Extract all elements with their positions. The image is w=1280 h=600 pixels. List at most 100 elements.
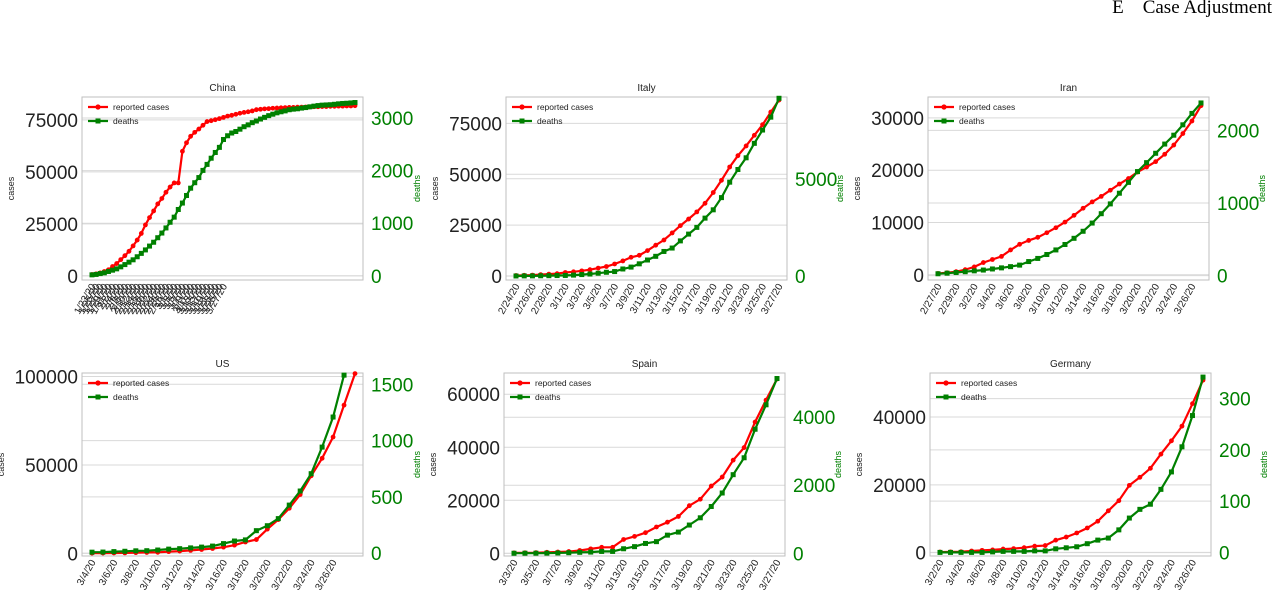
deaths-point <box>969 549 975 555</box>
deaths-point <box>554 273 560 279</box>
deaths-point <box>979 549 985 555</box>
cases-point <box>1080 205 1086 211</box>
chart-panel-iran: Iran 0 10000 20000 30000 0 1000 2000 cases deaths… <box>852 83 1267 316</box>
plot-frame <box>503 372 786 557</box>
y-tick-right: 200 <box>1219 441 1251 462</box>
deaths-point <box>242 537 248 543</box>
legend-deaths-label: deaths <box>537 116 563 126</box>
y-tick-left: 30000 <box>871 109 924 130</box>
y-tick-left: 50000 <box>25 456 78 477</box>
cases-point <box>587 267 593 273</box>
cases-point <box>1035 234 1041 240</box>
deaths-point <box>971 268 977 274</box>
cases-point <box>727 164 733 170</box>
cases-point <box>1098 193 1104 199</box>
cases-point <box>1026 238 1032 243</box>
deaths-point <box>286 502 292 508</box>
cases-point <box>122 253 128 259</box>
legend-deaths-marker <box>95 118 101 124</box>
deaths-point <box>521 273 527 279</box>
deaths-point <box>336 101 342 107</box>
deaths-point <box>751 140 757 146</box>
cases-point <box>134 237 140 243</box>
cases-point <box>610 544 616 550</box>
legend-deaths-marker <box>941 118 947 124</box>
deaths-point <box>612 269 618 275</box>
y-tick-left: 75000 <box>25 111 78 132</box>
cases-point <box>352 371 358 377</box>
deaths-point <box>587 271 593 277</box>
plot-frame <box>505 96 788 281</box>
legend-deaths-marker <box>519 118 525 124</box>
cases-point <box>1032 543 1038 549</box>
y-tick-left: 0 <box>491 267 502 288</box>
chart-title: Italy <box>637 83 655 94</box>
cases-point <box>258 106 263 112</box>
cases-point <box>1071 212 1077 218</box>
y-axis-label-left: cases <box>430 176 440 200</box>
deaths-point <box>348 100 354 106</box>
deaths-point <box>1144 160 1150 166</box>
y-tick-left: 0 <box>489 544 500 565</box>
deaths-point <box>1053 247 1059 253</box>
cases-point <box>694 209 700 215</box>
deaths-point <box>330 414 336 420</box>
cases-point <box>751 132 757 138</box>
deaths-point <box>1021 548 1027 554</box>
cases-point <box>212 117 218 123</box>
y-tick-left: 0 <box>913 266 924 287</box>
deaths-point <box>513 273 519 279</box>
deaths-point <box>579 272 585 278</box>
deaths-point <box>1153 150 1159 156</box>
cases-point <box>175 180 181 186</box>
deaths-point <box>1074 544 1080 550</box>
y-tick-left: 10000 <box>871 213 924 234</box>
deaths-point <box>126 259 132 265</box>
deaths-point <box>264 523 270 529</box>
y-tick-left: 40000 <box>447 438 500 459</box>
cases-point <box>741 445 747 450</box>
y-tick-right: 2000 <box>371 162 413 183</box>
deaths-point <box>274 110 280 116</box>
cases-point <box>710 190 716 195</box>
deaths-point <box>188 185 194 191</box>
deaths-point <box>653 539 659 545</box>
y-tick-left: 50000 <box>25 163 78 184</box>
deaths-point <box>315 103 321 109</box>
deaths-point <box>645 257 650 263</box>
deaths-point <box>1147 501 1153 507</box>
cases-point <box>1158 451 1164 457</box>
deaths-point <box>130 257 136 263</box>
deaths-point <box>105 268 111 274</box>
deaths-point <box>694 224 700 230</box>
cases-point <box>270 105 276 111</box>
deaths-point <box>664 532 670 538</box>
deaths-point <box>636 261 642 267</box>
deaths-point <box>151 239 157 245</box>
deaths-point <box>196 175 202 181</box>
deaths-point <box>1053 546 1059 552</box>
deaths-point <box>603 269 609 275</box>
cases-point <box>669 230 675 236</box>
deaths-point <box>204 161 210 167</box>
deaths-point <box>948 549 954 555</box>
cases-point <box>636 252 642 258</box>
deaths-point <box>257 116 263 122</box>
deaths-point <box>163 225 169 231</box>
deaths-point <box>303 105 309 111</box>
deaths-point <box>735 166 741 172</box>
deaths-point <box>702 215 708 221</box>
cases-point <box>330 434 336 440</box>
deaths-point <box>225 133 231 139</box>
y-tick-left: 50000 <box>449 165 502 186</box>
cases-point <box>147 215 152 221</box>
deaths-point <box>944 270 950 276</box>
deaths-point <box>555 550 561 556</box>
deaths-point <box>344 100 350 106</box>
cases-point <box>702 200 708 206</box>
deaths-point <box>100 549 106 555</box>
deaths-point <box>142 247 148 253</box>
cases-point <box>980 260 986 265</box>
deaths-point <box>262 114 268 120</box>
deaths-point <box>1125 179 1131 185</box>
